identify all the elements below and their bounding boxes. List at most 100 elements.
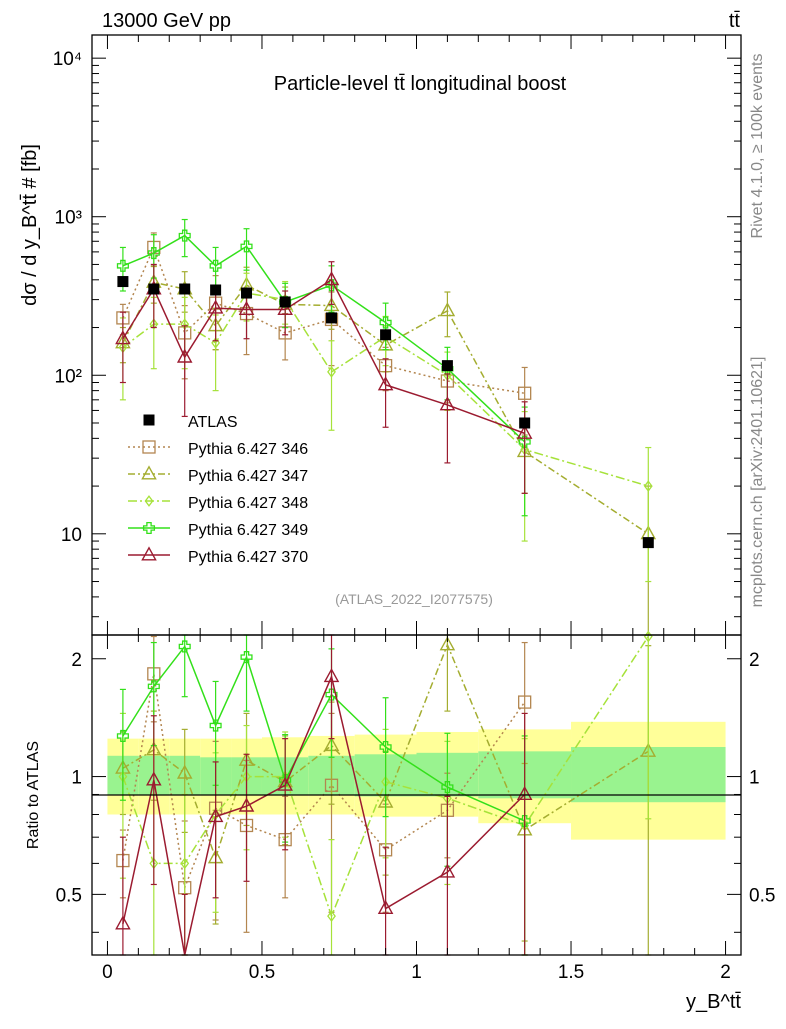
atlas-data-point <box>179 283 191 295</box>
data-point <box>240 651 253 664</box>
legend-entry-atlas: ATLAS <box>143 414 238 431</box>
legend-entry: Pythia 6.427 349 <box>128 521 308 539</box>
ratio-y-tick-label-left: 0.5 <box>56 885 82 906</box>
legend-label: Pythia 6.427 347 <box>188 468 308 485</box>
legend-marker <box>141 465 157 480</box>
data-point <box>238 797 255 812</box>
data-point <box>147 680 160 693</box>
data-point <box>516 424 533 439</box>
ratio-y-axis-label: Ratio to ATLAS <box>25 741 42 849</box>
series-line <box>122 292 649 487</box>
atlas-data-point <box>148 283 160 295</box>
data-point <box>178 640 191 653</box>
data-point <box>377 899 394 915</box>
main-y-ticks: 10 10² 10³ 10⁴ <box>53 49 741 618</box>
x-tick-label: 2 <box>720 962 731 983</box>
data-point <box>209 259 222 272</box>
data-point <box>379 316 392 329</box>
legend: ATLAS Pythia 6.427 346 Pythia 6.427 347 Pyt… <box>128 414 308 566</box>
data-point <box>238 300 255 315</box>
atlas-data-point <box>326 312 338 324</box>
legend-entry: Pythia 6.427 370 <box>128 546 308 566</box>
data-point <box>115 330 131 345</box>
data-point <box>643 480 653 492</box>
x-axis-label: y_B^tt̄ <box>686 991 741 1013</box>
data-point <box>180 857 190 870</box>
legend-marker <box>141 546 157 561</box>
data-point <box>207 807 224 823</box>
atlas-data-point <box>642 537 654 549</box>
legend-label: ATLAS <box>188 414 238 431</box>
data-point <box>377 376 394 391</box>
data-point <box>240 240 253 253</box>
rivet-label: Rivet 4.1.0, ≥ 100k events <box>749 54 766 239</box>
main-y-tick-label: 10 <box>61 525 82 546</box>
data-point <box>439 302 456 317</box>
main-y-tick-label: 10³ <box>55 208 82 229</box>
main-y-axis-label: dσ / d y_B^tt̄ # [fb] <box>19 144 41 306</box>
data-point <box>116 259 129 272</box>
data-point <box>323 668 340 683</box>
legend-label: Pythia 6.427 346 <box>188 441 308 458</box>
data-point <box>518 695 532 709</box>
x-tick-label: 0 <box>102 962 113 983</box>
data-point <box>115 915 131 930</box>
data-point <box>518 814 531 828</box>
legend-marker <box>143 414 155 426</box>
data-point <box>327 366 336 378</box>
series-line <box>122 644 525 822</box>
legend-marker <box>144 495 154 507</box>
data-point <box>277 776 293 791</box>
atlas-data-point <box>117 276 129 288</box>
data-point <box>439 636 456 651</box>
series-atlas <box>117 276 654 549</box>
data-point <box>207 299 224 314</box>
data-point <box>116 729 129 742</box>
series-line <box>122 278 525 435</box>
series-line <box>122 673 526 891</box>
ratio-y-tick-label-right: 0.5 <box>749 885 775 906</box>
series-line <box>122 234 526 443</box>
data-point <box>176 348 193 363</box>
data-point <box>149 318 159 331</box>
data-point <box>209 719 222 732</box>
series-pythia-6-427-370 <box>115 634 533 956</box>
mcplots-label: mcplots.cern.ch [arXiv:2401.10621] <box>749 357 766 608</box>
data-point <box>379 740 392 754</box>
legend-marker <box>142 440 156 454</box>
legend-label: Pythia 6.427 348 <box>188 495 308 512</box>
header-right-label: tt̄ <box>729 10 741 32</box>
data-point <box>325 688 338 701</box>
chart-title: Particle-level tt̄ longitudinal boost <box>274 73 567 95</box>
data-point <box>147 246 160 260</box>
ratio-y-tick-label-left: 1 <box>71 768 82 789</box>
legend-marker <box>142 521 156 535</box>
atlas-data-point <box>241 287 253 299</box>
x-tick-label: 1 <box>411 962 422 983</box>
x-tick-label: 1.5 <box>558 962 584 983</box>
data-point <box>516 785 533 800</box>
main-panel-series <box>115 218 657 636</box>
x-tick-label: 0.5 <box>249 962 275 983</box>
legend-entry: Pythia 6.427 348 <box>128 495 308 512</box>
data-point <box>439 396 456 411</box>
data-point <box>279 773 292 787</box>
data-point <box>441 781 454 794</box>
data-point <box>323 271 340 286</box>
atlas-data-point <box>279 296 291 308</box>
main-y-tick-label: 10⁴ <box>53 49 82 70</box>
legend-entry: Pythia 6.427 347 <box>128 465 308 485</box>
data-point <box>146 771 162 786</box>
legend-label: Pythia 6.427 370 <box>188 549 308 566</box>
atlas-data-point <box>441 360 453 372</box>
header-left-label: 13000 GeV pp <box>102 10 231 32</box>
data-point <box>178 229 191 242</box>
legend-entry: Pythia 6.427 346 <box>128 440 308 458</box>
ratio-y-tick-label-left: 2 <box>71 650 82 671</box>
ratio-y-tick-label-right: 1 <box>749 768 760 789</box>
ratio-y-tick-label-right: 2 <box>749 650 760 671</box>
atlas-data-point <box>380 329 392 341</box>
